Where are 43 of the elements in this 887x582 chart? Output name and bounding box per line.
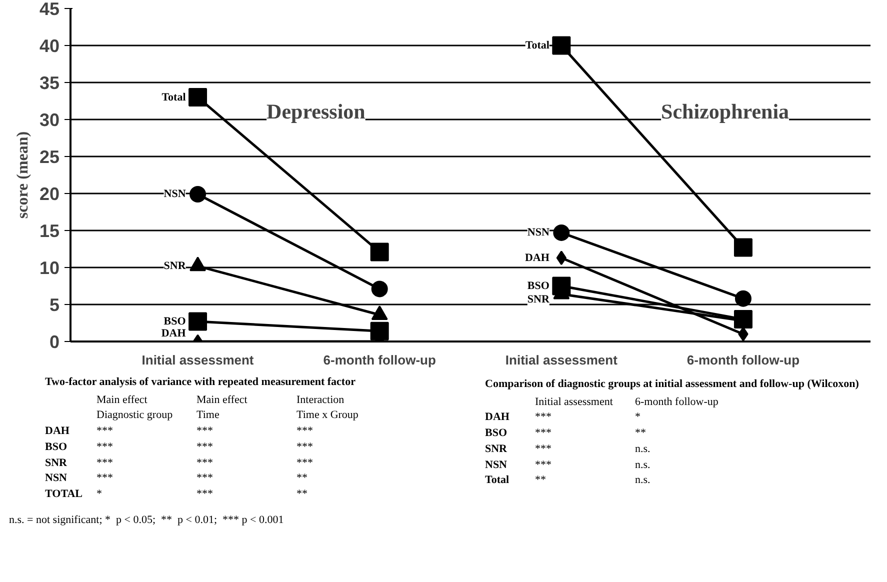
text: SNR *** *** *** xyxy=(45,456,313,469)
x-tick-label: 6-month follow-up xyxy=(686,352,800,368)
series-label: NSN xyxy=(164,188,186,200)
series-label: SNR xyxy=(527,294,550,306)
series-label: SNR xyxy=(164,260,187,272)
text: Total ** n.s. xyxy=(485,474,650,486)
text: Main effect Main effect Interaction xyxy=(96,394,344,406)
y-axis-title: score (mean) xyxy=(14,131,32,219)
text: DAH *** *** *** xyxy=(45,425,313,438)
y-tick-label: 20 xyxy=(39,184,60,204)
series-label: BSO xyxy=(164,316,186,328)
series-label: Total xyxy=(162,91,186,104)
text: Diagnostic group Time Time x Group xyxy=(96,409,358,422)
x-tick-label: Initial assessment xyxy=(505,352,618,368)
x-tick-label: Initial assessment xyxy=(142,352,254,368)
y-tick-label: 35 xyxy=(39,73,60,93)
text: n.s. = not significant; * p < 0.05; ** p < 0.01; *** p < 0.001 xyxy=(8,512,285,528)
text: BSO *** ** xyxy=(485,427,646,440)
y-tick-label: 30 xyxy=(39,110,60,130)
text: TOTAL * *** ** xyxy=(45,488,308,500)
annotation: Schizophrenia xyxy=(661,100,790,124)
y-tick-label: 40 xyxy=(39,36,60,56)
text: NSN *** n.s. xyxy=(485,458,650,471)
series-label: NSN xyxy=(527,226,550,239)
text: DAH *** * xyxy=(485,411,640,424)
y-tick-label: 45 xyxy=(39,0,60,19)
text: SNR *** n.s. xyxy=(485,442,650,455)
y-tick-label: 5 xyxy=(49,295,60,315)
series-label: BSO xyxy=(527,280,550,292)
y-tick-label: 10 xyxy=(39,258,60,278)
y-tick-label: 15 xyxy=(39,221,60,241)
series-label: Total xyxy=(525,40,550,52)
series-label: DAH xyxy=(161,328,186,340)
text: Initial assessment 6-month follow-up xyxy=(535,396,718,408)
series-label: DAH xyxy=(524,252,550,264)
text: Two-factor analysis of variance with repeated measurement factor xyxy=(45,375,356,390)
y-tick-label: 0 xyxy=(49,332,60,352)
y-tick-label: 25 xyxy=(39,147,60,167)
text: BSO *** *** *** xyxy=(45,440,313,453)
text: Comparison of diagnostic groups at initial assessment and follow-up (Wilcoxon) xyxy=(485,377,859,392)
annotation: Depression xyxy=(266,100,366,124)
text: NSN *** *** ** xyxy=(45,472,308,484)
x-tick-label: 6-month follow-up xyxy=(323,352,436,368)
